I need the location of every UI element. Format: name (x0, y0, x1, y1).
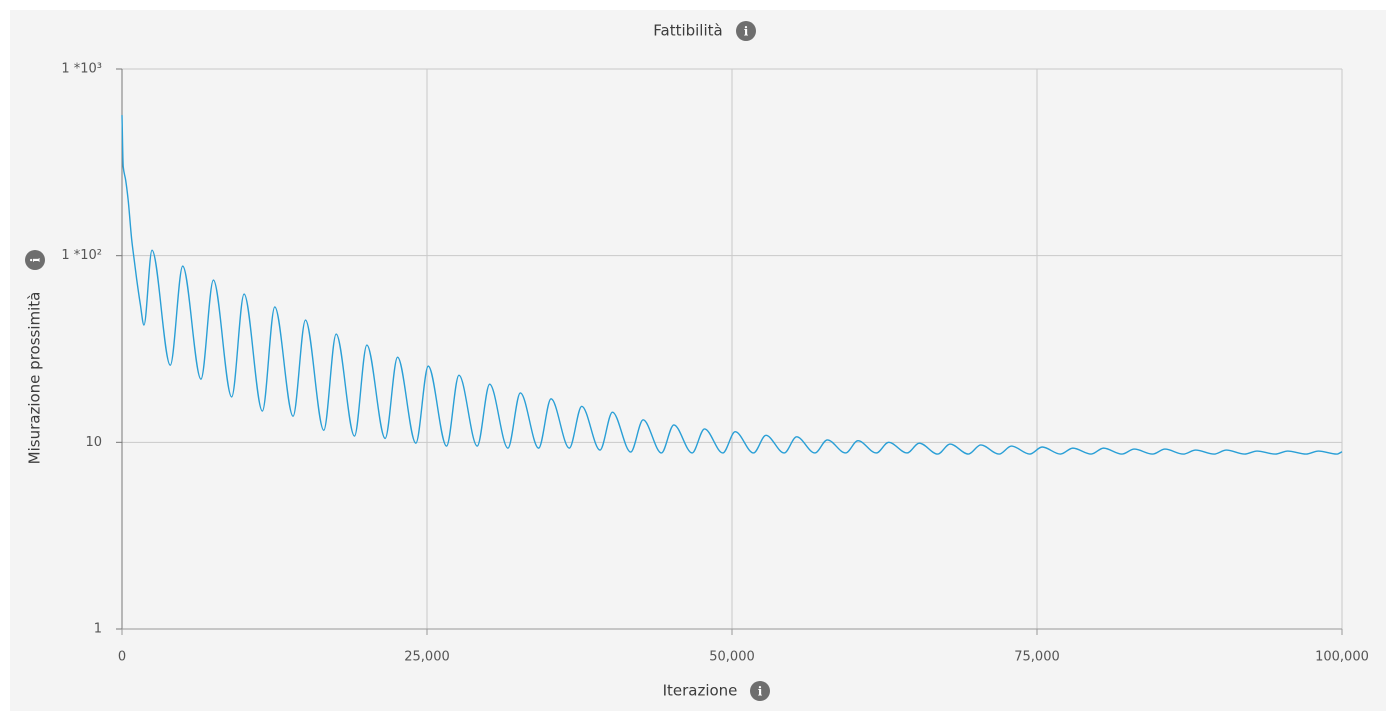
info-icon[interactable]: i (25, 250, 45, 270)
x-tick-label: 75,000 (1014, 650, 1060, 665)
data-line (121, 115, 1343, 455)
chart-title: Fattibilità (653, 22, 722, 40)
svg-text:i: i (744, 25, 749, 39)
info-icon[interactable]: i (750, 681, 770, 701)
panel (10, 10, 1386, 711)
y-axis-label: Misurazione prossimità (26, 292, 44, 465)
x-tick-label: 25,000 (404, 650, 450, 665)
x-tick-label: 0 (118, 650, 126, 665)
svg-text:i: i (758, 685, 763, 699)
y-tick-label: 10 (85, 435, 102, 450)
y-tick-label: 1 *10² (61, 248, 102, 263)
x-axis-label: Iterazione (663, 682, 738, 700)
x-tick-label: 100,000 (1315, 650, 1369, 665)
x-tick-label: 50,000 (709, 650, 755, 665)
svg-text:i: i (29, 257, 43, 262)
y-tick-label: 1 (94, 622, 102, 637)
y-tick-label: 1 *10³ (61, 62, 102, 77)
info-icon[interactable]: i (736, 21, 756, 41)
